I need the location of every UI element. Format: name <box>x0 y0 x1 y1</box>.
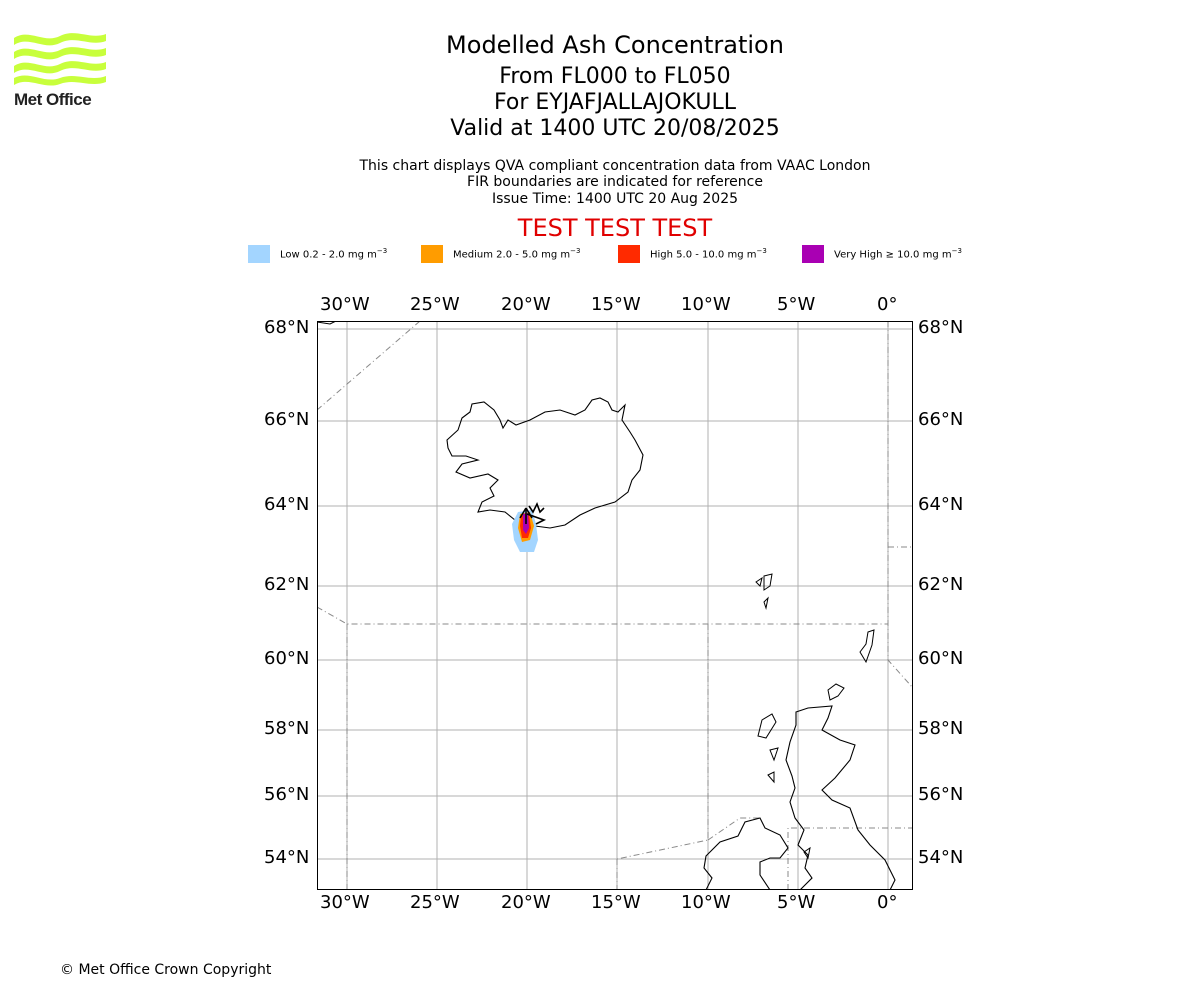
legend-label-high: High 5.0 - 10.0 mg m <box>650 249 757 261</box>
lat-tick-right-68n: 68°N <box>918 317 964 338</box>
subtitle-description: This chart displays QVA compliant concen… <box>359 158 871 174</box>
copyright-notice: © Met Office Crown Copyright <box>60 962 272 978</box>
valid-time: Valid at 1400 UTC 20/08/2025 <box>450 116 780 141</box>
volcano-marker-icon <box>519 502 547 525</box>
lon-tick-top-0: 0° <box>877 294 898 315</box>
lon-tick-top-15w: 15°W <box>591 294 641 315</box>
lat-tick-left-66n: 66°N <box>264 409 310 430</box>
met-office-logo: Met Office <box>14 30 114 112</box>
logo-text: Met Office <box>14 90 92 109</box>
lat-tick-right-60n: 60°N <box>918 648 964 669</box>
faroe-islands <box>755 573 773 610</box>
orkney <box>827 683 845 701</box>
lat-tick-left-68n: 68°N <box>264 317 310 338</box>
flight-level-range: From FL000 to FL050 <box>499 64 731 89</box>
legend-item-high: High 5.0 - 10.0 mg m−3 <box>618 244 767 264</box>
lat-tick-right-54n: 54°N <box>918 847 964 868</box>
lat-tick-left-60n: 60°N <box>264 648 310 669</box>
lon-tick-bottom-30w: 30°W <box>320 892 370 913</box>
hebrides <box>757 713 779 784</box>
ash-plume <box>512 510 538 552</box>
great-britain-coastline <box>785 705 896 890</box>
lat-tick-left-62n: 62°N <box>264 574 310 595</box>
legend-item-very-high: Very High ≥ 10.0 mg m−3 <box>802 244 962 264</box>
lat-tick-left-56n: 56°N <box>264 784 310 805</box>
volcano-name: For EYJAFJALLAJOKULL <box>494 90 736 115</box>
lon-tick-top-10w: 10°W <box>681 294 731 315</box>
lat-tick-left-54n: 54°N <box>264 847 310 868</box>
map-frame <box>317 321 913 890</box>
legend-swatch-very-high <box>802 245 824 263</box>
fir-boundaries <box>317 321 913 890</box>
lat-tick-left-64n: 64°N <box>264 494 310 515</box>
legend-item-low: Low 0.2 - 2.0 mg m−3 <box>248 244 387 264</box>
legend-swatch-low <box>248 245 270 263</box>
met-office-waves-logo-icon <box>14 33 106 86</box>
lat-tick-left-58n: 58°N <box>264 718 310 739</box>
legend-swatch-high <box>618 245 640 263</box>
lat-tick-right-58n: 58°N <box>918 718 964 739</box>
test-banner: TEST TEST TEST <box>517 214 713 242</box>
lon-tick-bottom-0: 0° <box>877 892 898 913</box>
subtitle-fir-note: FIR boundaries are indicated for referen… <box>467 174 763 190</box>
isle-of-man <box>803 846 811 860</box>
lon-tick-bottom-20w: 20°W <box>501 892 551 913</box>
chart-title: Modelled Ash Concentration <box>446 31 784 59</box>
lon-tick-bottom-5w: 5°W <box>777 892 816 913</box>
issue-time: Issue Time: 1400 UTC 20 Aug 2025 <box>491 191 739 207</box>
lon-tick-top-30w: 30°W <box>320 294 370 315</box>
lat-tick-right-64n: 64°N <box>918 494 964 515</box>
ireland-coastline <box>703 817 789 890</box>
legend-label-low: Low 0.2 - 2.0 mg m <box>280 249 377 261</box>
legend-label-very-high: Very High ≥ 10.0 mg m <box>834 249 952 261</box>
lon-tick-bottom-15w: 15°W <box>591 892 641 913</box>
lat-tick-right-66n: 66°N <box>918 409 964 430</box>
lon-tick-top-20w: 20°W <box>501 294 551 315</box>
lat-tick-right-62n: 62°N <box>918 574 964 595</box>
lon-tick-top-25w: 25°W <box>410 294 460 315</box>
legend-label-medium: Medium 2.0 - 5.0 mg m <box>453 249 571 261</box>
iceland-coastline <box>446 397 644 529</box>
legend-item-medium: Medium 2.0 - 5.0 mg m−3 <box>421 244 580 264</box>
graticule <box>317 321 913 890</box>
legend-swatch-medium <box>421 245 443 263</box>
lon-tick-bottom-10w: 10°W <box>681 892 731 913</box>
lon-tick-top-5w: 5°W <box>777 294 816 315</box>
lat-tick-right-56n: 56°N <box>918 784 964 805</box>
shetland <box>859 629 875 664</box>
lon-tick-bottom-25w: 25°W <box>410 892 460 913</box>
